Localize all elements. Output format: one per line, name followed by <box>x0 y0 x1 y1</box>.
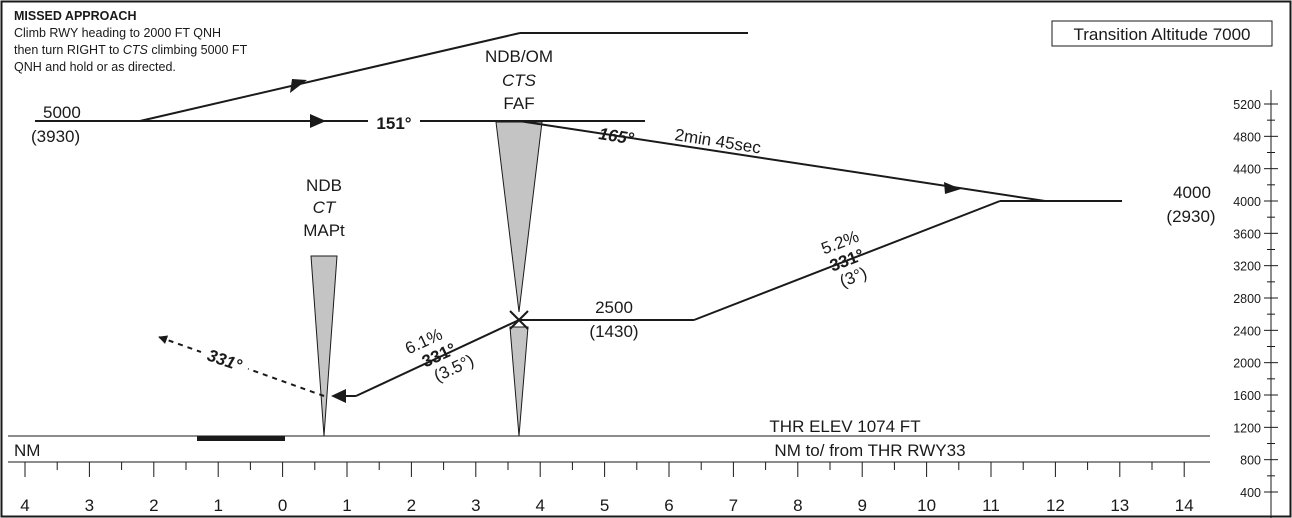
step-height: (1430) <box>589 322 638 341</box>
faf-line3: FAF <box>503 94 534 113</box>
inbound-track-label: 151° <box>376 114 411 133</box>
final-label-group: 6.1% 331° (3.5°) <box>402 325 477 386</box>
altitude-tick-label: 2400 <box>1233 324 1261 338</box>
distance-tick-label: 9 <box>857 496 866 515</box>
altitude-tick-label: 2000 <box>1233 357 1261 371</box>
faf-line1: NDB/OM <box>485 47 553 66</box>
distance-tick-label: 2 <box>407 496 416 515</box>
altitude-tick-label: 5200 <box>1233 98 1261 112</box>
distance-minor-ticks <box>56 462 1153 470</box>
outbound-arrowhead <box>944 182 961 194</box>
distance-tick-label: 4 <box>535 496 544 515</box>
distance-tick-label: 10 <box>917 496 936 515</box>
distance-major-ticks <box>24 462 1185 477</box>
altitude-tick-label: 800 <box>1240 454 1261 468</box>
missed-climb-arrowhead <box>290 79 307 93</box>
thr-elevation: THR ELEV 1074 FT <box>769 417 920 436</box>
faf-ndb-cone <box>495 121 543 313</box>
distance-tick-label: 13 <box>1110 496 1129 515</box>
intermediate-label-group: 5.2% 331° (3°) <box>819 227 870 291</box>
altitude-tick-label: 3200 <box>1233 260 1261 274</box>
faf-line2: CTS <box>502 71 537 90</box>
intermediate-descent-line <box>693 200 1001 321</box>
outbound-track-label: 165° <box>597 124 635 148</box>
outbound-time-label: 2min 45sec <box>673 125 762 157</box>
pt-altitude: 4000 <box>1173 183 1211 202</box>
altitude-tick-label: 4000 <box>1233 195 1261 209</box>
altitude-tick-label: 3600 <box>1233 227 1261 241</box>
initial-altitude: 5000 <box>43 103 81 122</box>
transition-altitude-box <box>1051 20 1273 47</box>
distance-tick-label: 0 <box>278 496 287 515</box>
altitude-tick-label: 4800 <box>1233 130 1261 144</box>
missed-approach-line1: Climb RWY heading to 2000 FT QNH <box>14 26 221 40</box>
mapt-line2: CT <box>313 198 337 217</box>
mapt-line1: NDB <box>306 176 342 195</box>
distance-tick-label: 11 <box>982 496 1000 515</box>
distance-tick-label: 3 <box>471 496 480 515</box>
altitude-tick-label: 400 <box>1240 486 1261 500</box>
missed-track-bg <box>197 340 253 378</box>
distance-tick-labels: 4 3 2 1 0 1 2 3 4 5 6 7 8 9 10 11 12 13 14 <box>20 496 1193 515</box>
missed-approach-block: MISSED APPROACH Climb RWY heading to 200… <box>14 9 248 74</box>
distance-tick-label: 1 <box>342 496 351 515</box>
missed-track-label: 331° <box>205 346 245 375</box>
nm-caption: NM to/ from THR RWY33 <box>774 441 965 460</box>
missed-approach-title: MISSED APPROACH <box>14 9 136 23</box>
distance-tick-label: 3 <box>85 496 94 515</box>
distance-tick-label: 14 <box>1175 496 1194 515</box>
initial-height: (3930) <box>31 127 80 146</box>
distance-tick-label: 2 <box>149 496 158 515</box>
distance-tick-label: 8 <box>793 496 802 515</box>
altitude-tick-label: 4400 <box>1233 163 1261 177</box>
nm-label: NM <box>14 441 40 460</box>
distance-tick-label: 6 <box>664 496 673 515</box>
altitude-tick-labels: 400 800 1200 1600 2000 2400 2800 3200 3600 4000 44… <box>1233 98 1261 500</box>
altitude-tick-label: 1600 <box>1233 389 1261 403</box>
missed-approach-line3: QNH and hold or as directed. <box>14 60 176 74</box>
step-altitude: 2500 <box>595 298 633 317</box>
runway-bar <box>197 436 285 441</box>
pt-height: (2930) <box>1166 207 1215 226</box>
mapt-ndb-cone <box>310 255 338 437</box>
altitude-ticks <box>1264 103 1278 493</box>
altitude-tick-label: 1200 <box>1233 421 1261 435</box>
missed-climb-line <box>139 32 521 122</box>
distance-tick-label: 7 <box>729 496 738 515</box>
transition-altitude-text: Transition Altitude 7000 <box>1073 25 1250 44</box>
faf-cross-icon <box>509 310 529 330</box>
faf-cone-lower <box>509 326 529 437</box>
distance-tick-label: 12 <box>1046 496 1065 515</box>
distance-tick-label: 4 <box>20 496 29 515</box>
inbound-arrowhead <box>310 114 326 128</box>
mapt-line3: MAPt <box>303 221 345 240</box>
altitude-tick-label: 2800 <box>1233 292 1261 306</box>
final-descent-line <box>355 319 520 397</box>
inbound-track-bg <box>368 112 420 132</box>
final-arrowhead <box>331 389 346 403</box>
distance-tick-label: 1 <box>213 496 222 515</box>
outbound-descent-line <box>518 120 1046 202</box>
missed-approach-line2: then turn RIGHT to CTS climbing 5000 FT <box>14 43 248 57</box>
distance-tick-label: 5 <box>600 496 609 515</box>
